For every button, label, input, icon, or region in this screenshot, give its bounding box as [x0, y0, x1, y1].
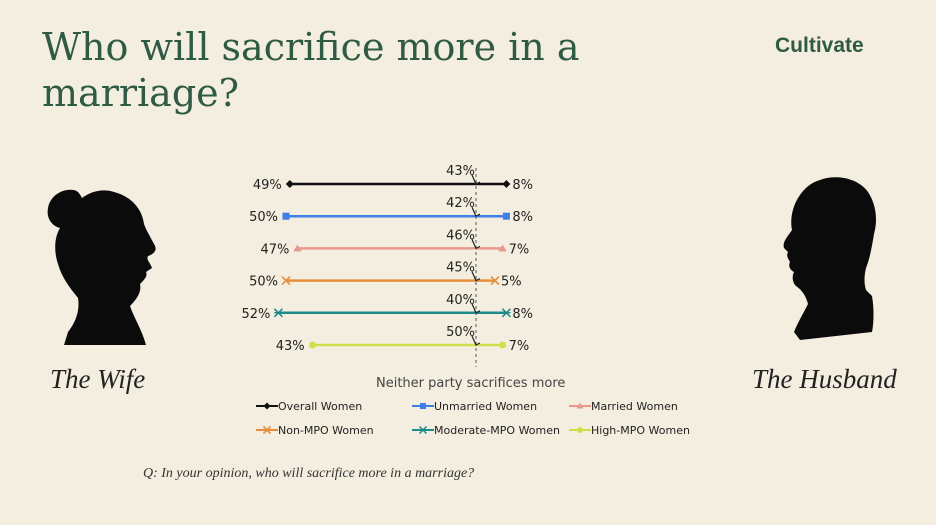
husband-value-label: 5% [501, 275, 522, 290]
legend-marker [576, 402, 584, 409]
husband-value-label: 8% [512, 210, 533, 225]
neither-pointer [471, 335, 481, 346]
neither-value-label: 45% [446, 261, 475, 276]
legend-label: Unmarried Women [434, 400, 537, 413]
legend-marker [262, 425, 272, 435]
question-footnote: Q: In your opinion, who will sacrifice m… [143, 466, 475, 481]
wife-marker [309, 341, 317, 349]
legend-label: Married Women [591, 400, 678, 413]
wife-value-label: 49% [253, 178, 282, 193]
legend-label: High-MPO Women [591, 424, 690, 437]
husband-marker [498, 244, 507, 252]
wife-value-label: 50% [249, 275, 278, 290]
husband-silhouette-icon [783, 177, 876, 340]
husband-value-label: 8% [512, 178, 533, 193]
legend-marker [418, 425, 428, 435]
wife-label: The Wife [50, 364, 146, 394]
husband-value-label: 8% [512, 307, 533, 322]
neither-pointer [471, 239, 481, 250]
wife-marker [273, 308, 283, 318]
wife-marker [282, 212, 290, 220]
husband-marker [501, 308, 511, 318]
husband-marker [502, 212, 510, 220]
wife-value-label: 50% [249, 210, 278, 225]
neither-pointer [471, 174, 481, 185]
neither-value-label: 46% [446, 228, 475, 243]
neither-value-label: 50% [446, 325, 475, 340]
neither-value-label: 42% [446, 196, 475, 211]
neither-pointer [471, 206, 481, 218]
neither-value-label: 40% [446, 293, 475, 308]
wife-value-label: 47% [260, 242, 289, 257]
husband-value-label: 7% [509, 242, 530, 257]
wife-value-label: 43% [276, 339, 305, 354]
husband-label: The Husband [752, 364, 897, 394]
legend-marker [420, 403, 426, 409]
neither-pointer [471, 303, 481, 314]
legend-marker [577, 427, 583, 433]
wife-marker [293, 244, 302, 252]
wife-marker [285, 180, 294, 188]
wife-marker [281, 276, 291, 286]
husband-value-label: 7% [509, 339, 530, 354]
legend-label: Moderate-MPO Women [434, 424, 560, 437]
x-axis-label: Neither party sacrifices more [376, 376, 566, 391]
page-title: Who will sacrifice more in a marriage? [42, 25, 580, 115]
legend-label: Non-MPO Women [278, 424, 374, 437]
neither-pointer [471, 271, 481, 282]
wife-value-label: 52% [241, 307, 270, 322]
neither-value-label: 43% [446, 164, 475, 179]
husband-marker [502, 180, 511, 188]
legend-marker [263, 402, 271, 410]
husband-marker [499, 341, 507, 349]
husband-marker [490, 276, 500, 286]
wife-silhouette-icon [47, 189, 156, 345]
brand-logo: Cultivate [775, 34, 864, 57]
legend-label: Overall Women [278, 400, 362, 413]
